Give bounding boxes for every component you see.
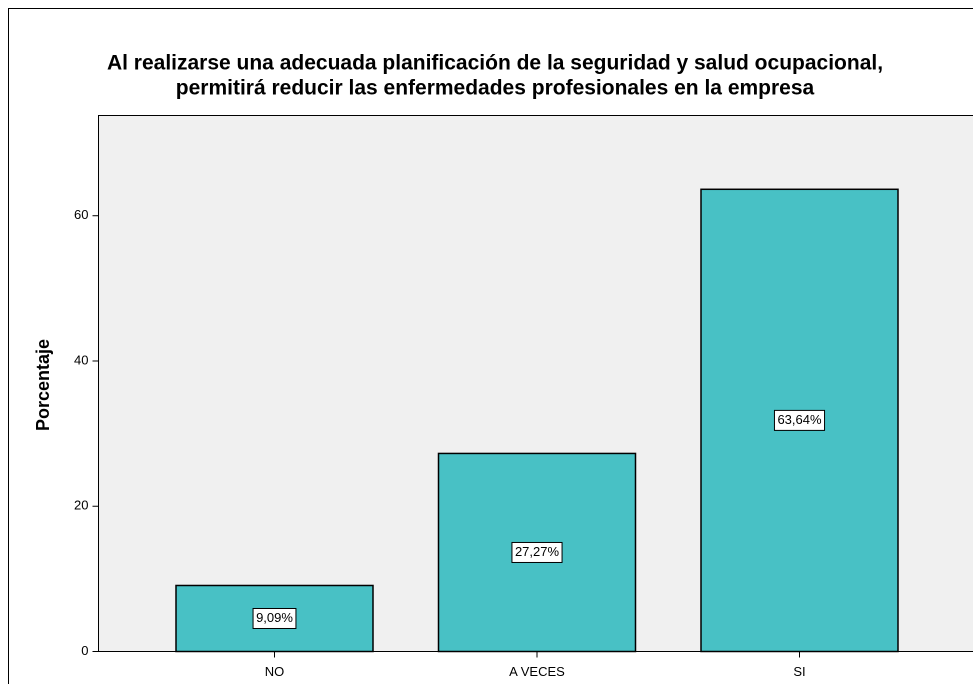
x-tick-label: SI <box>793 664 805 679</box>
y-tick-label: 60 <box>74 207 88 222</box>
x-tick-label: NO <box>265 664 285 679</box>
data-label-box <box>252 607 297 629</box>
chart-title: Al realizarse una adecuada planificación… <box>107 52 883 75</box>
data-label-box <box>511 541 563 563</box>
chart-title: permitirá reducir las enfermedades profe… <box>176 77 815 100</box>
data-label: 27,27% <box>515 544 560 559</box>
y-tick-label: 0 <box>81 643 88 658</box>
data-label: 9,09% <box>256 610 293 625</box>
x-tick-label: A VECES <box>509 664 565 679</box>
data-label: 63,64% <box>777 412 822 427</box>
y-axis-label: Porcentaje <box>33 339 53 431</box>
y-tick-label: 20 <box>74 498 88 513</box>
y-tick-label: 40 <box>74 352 88 367</box>
data-label-box <box>773 409 826 431</box>
